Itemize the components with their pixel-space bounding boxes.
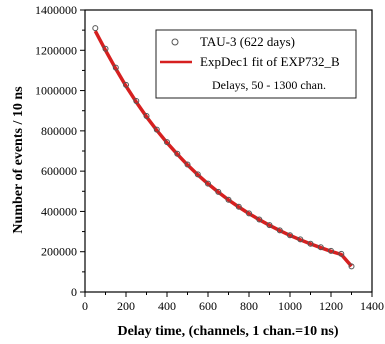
x-tick-label: 600 (199, 299, 217, 313)
data-point (174, 150, 181, 157)
data-point (164, 139, 170, 146)
x-tick-label: 400 (158, 299, 176, 313)
x-axis-label: Delay time, (channels, 1 chan.=10 ns) (117, 324, 338, 339)
data-point (246, 210, 252, 217)
data-point (133, 98, 140, 104)
data-point (143, 113, 150, 119)
y-tick-label: 800000 (41, 124, 77, 138)
y-tick-label: 1000000 (35, 84, 77, 98)
data-point (112, 64, 119, 71)
data-point (256, 216, 263, 223)
data-point (276, 227, 283, 234)
legend-label-fit: ExpDec1 fit of EXP732_B (200, 54, 340, 69)
data-point (205, 180, 211, 187)
y-axis-label: Number of events / 10 ns (11, 86, 26, 234)
y-tick-label: 400000 (41, 204, 77, 218)
data-point (153, 126, 160, 133)
y-tick-label: 200000 (41, 245, 77, 259)
data-point (215, 188, 222, 195)
data-point (92, 25, 99, 32)
data-point (194, 171, 201, 178)
data-point (235, 203, 242, 210)
x-tick-label: 1200 (319, 299, 343, 313)
fit-line (93, 30, 353, 268)
data-point (184, 161, 191, 168)
legend-note: Delays, 50 - 1300 chan. (212, 78, 326, 92)
data-point (328, 247, 334, 254)
y-tick-label: 600000 (41, 164, 77, 178)
data-point (287, 232, 293, 239)
x-tick-label: 200 (117, 299, 135, 313)
series-layer (92, 25, 355, 270)
x-tick-label: 800 (240, 299, 258, 313)
legend-box (155, 29, 357, 99)
legend: TAU-3 (622 days) ExpDec1 fit of EXP732_B… (155, 29, 357, 99)
x-axis: 0 200 400 600 800 1000 1200 1400 (82, 292, 384, 313)
data-point (338, 250, 345, 257)
legend-marker-data (171, 38, 179, 46)
data-point (123, 81, 129, 88)
y-tick-label: 1400000 (35, 3, 77, 17)
data-point (297, 236, 304, 243)
data-point (266, 222, 273, 229)
x-tick-label: 1400 (360, 299, 384, 313)
legend-label-data: TAU-3 (622 days) (200, 34, 295, 49)
data-point (307, 240, 314, 247)
data-point (225, 196, 232, 203)
data-point (317, 244, 324, 251)
data-point (102, 45, 109, 52)
x-tick-label: 1000 (278, 299, 302, 313)
x-tick-label: 0 (82, 299, 88, 313)
y-tick-label: 0 (71, 285, 77, 299)
data-point (348, 263, 355, 270)
y-tick-label: 1200000 (35, 43, 77, 57)
y-axis: 0 200000 400000 600000 800000 1000000 1200000 1… (35, 3, 85, 299)
